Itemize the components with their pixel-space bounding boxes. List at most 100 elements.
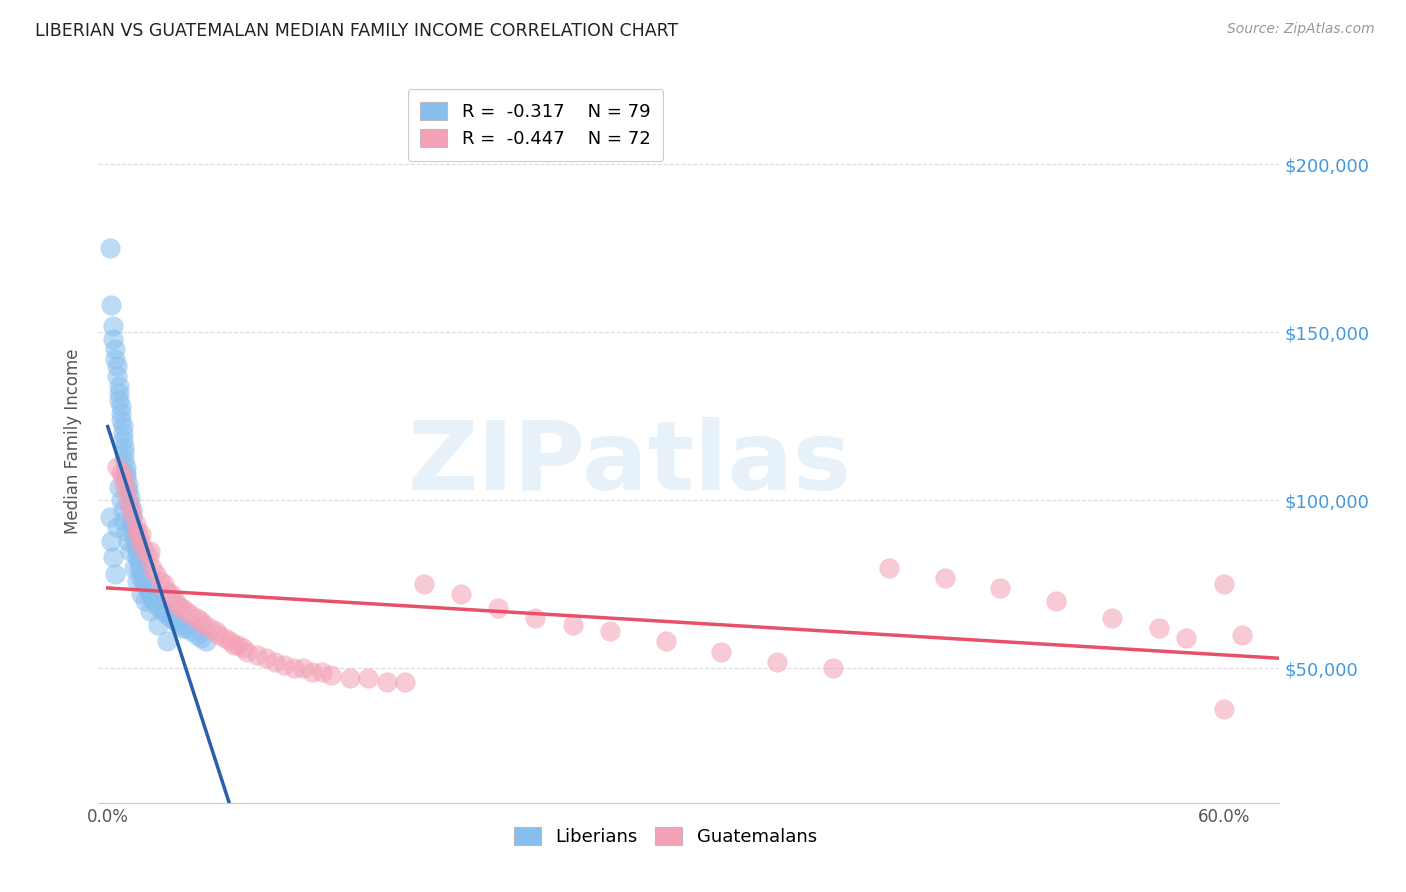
Text: Source: ZipAtlas.com: Source: ZipAtlas.com xyxy=(1227,22,1375,37)
Point xyxy=(264,655,287,669)
Point xyxy=(156,634,179,648)
Point xyxy=(375,674,398,689)
Point xyxy=(108,379,131,393)
Point xyxy=(103,550,125,565)
Point xyxy=(122,524,145,538)
Point xyxy=(128,530,150,544)
Point xyxy=(143,594,166,608)
Point xyxy=(245,648,267,662)
Point xyxy=(127,574,149,588)
Point xyxy=(105,359,128,373)
Point xyxy=(163,615,186,629)
Point xyxy=(167,617,190,632)
Point xyxy=(160,611,183,625)
Point xyxy=(115,483,138,498)
Point xyxy=(163,594,186,608)
Point xyxy=(990,581,1012,595)
Point xyxy=(118,490,141,504)
Point xyxy=(124,533,146,548)
Point xyxy=(193,617,215,632)
Point xyxy=(121,507,143,521)
Point xyxy=(103,318,125,333)
Point xyxy=(117,493,139,508)
Point xyxy=(118,500,141,514)
Point xyxy=(138,584,160,599)
Point xyxy=(104,352,127,367)
Point xyxy=(127,524,149,538)
Point xyxy=(124,516,146,531)
Point xyxy=(167,598,190,612)
Point xyxy=(146,617,169,632)
Point xyxy=(128,560,150,574)
Point xyxy=(111,503,134,517)
Point xyxy=(139,587,162,601)
Point xyxy=(122,560,145,574)
Point xyxy=(292,661,315,675)
Point xyxy=(1212,702,1234,716)
Point xyxy=(114,453,136,467)
Point xyxy=(214,631,236,645)
Point xyxy=(115,467,138,481)
Point xyxy=(118,543,141,558)
Point xyxy=(524,611,547,625)
Point xyxy=(103,332,125,346)
Point xyxy=(1147,621,1170,635)
Point xyxy=(301,665,323,679)
Point xyxy=(111,470,134,484)
Point xyxy=(654,634,676,648)
Point xyxy=(110,406,132,420)
Point xyxy=(208,628,231,642)
Point xyxy=(1175,631,1198,645)
Point xyxy=(100,533,122,548)
Point xyxy=(110,399,132,413)
Point xyxy=(145,598,167,612)
Point xyxy=(152,604,174,618)
Point xyxy=(115,459,138,474)
Point xyxy=(180,624,202,639)
Point xyxy=(1101,611,1123,625)
Point xyxy=(934,571,956,585)
Point xyxy=(139,604,162,618)
Point xyxy=(190,631,212,645)
Point xyxy=(129,587,152,601)
Point xyxy=(132,574,155,588)
Point xyxy=(111,426,134,441)
Point xyxy=(110,467,132,481)
Point xyxy=(122,530,145,544)
Point xyxy=(134,594,156,608)
Point xyxy=(141,560,163,574)
Point xyxy=(114,440,136,454)
Point xyxy=(156,584,179,599)
Point xyxy=(105,520,128,534)
Point xyxy=(172,621,194,635)
Point xyxy=(129,564,152,578)
Point xyxy=(204,624,226,639)
Point xyxy=(339,672,361,686)
Point xyxy=(117,533,139,548)
Point xyxy=(174,621,197,635)
Point xyxy=(117,476,139,491)
Point xyxy=(104,567,127,582)
Point xyxy=(198,621,221,635)
Point xyxy=(108,385,131,400)
Point xyxy=(134,577,156,591)
Point xyxy=(121,503,143,517)
Point xyxy=(114,514,136,528)
Legend: Liberians, Guatemalans: Liberians, Guatemalans xyxy=(505,818,827,855)
Point xyxy=(129,527,152,541)
Point xyxy=(127,543,149,558)
Point xyxy=(128,554,150,568)
Point xyxy=(823,661,845,675)
Point xyxy=(160,587,183,601)
Point xyxy=(118,497,141,511)
Point xyxy=(486,600,509,615)
Point xyxy=(111,433,134,447)
Point xyxy=(1045,594,1067,608)
Point xyxy=(156,607,179,622)
Point xyxy=(134,543,156,558)
Point xyxy=(117,483,139,498)
Point xyxy=(129,537,152,551)
Y-axis label: Median Family Income: Median Family Income xyxy=(65,349,83,534)
Point xyxy=(394,674,416,689)
Point xyxy=(114,446,136,460)
